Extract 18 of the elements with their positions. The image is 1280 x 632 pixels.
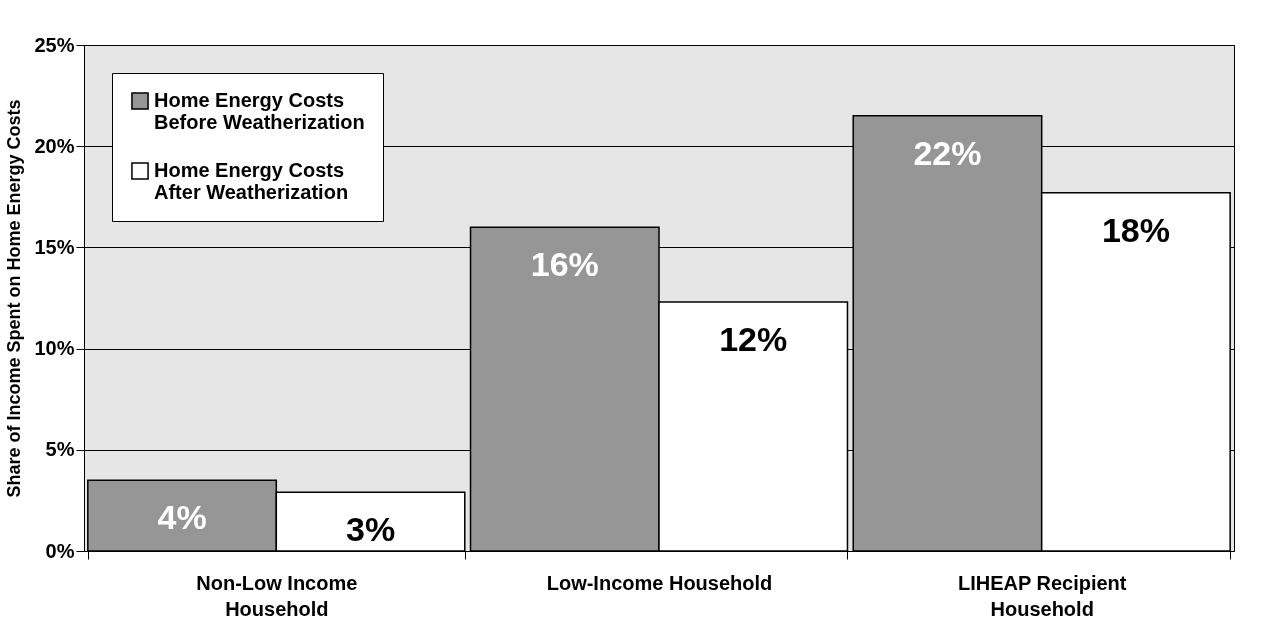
y-tick-label: 5%	[45, 438, 75, 461]
legend-label: Home Energy Costs After Weatherization	[154, 159, 349, 203]
data-label: 4%	[157, 498, 207, 537]
x-tick-label: LIHEAP Recipient Household	[957, 571, 1127, 620]
y-tick-label: 15%	[34, 235, 75, 258]
x-tick-label: Low-Income Household	[546, 571, 773, 594]
data-label: 12%	[719, 320, 788, 359]
data-label: 22%	[913, 133, 982, 172]
data-label: 3%	[345, 510, 396, 549]
y-tick-label: 20%	[34, 134, 75, 157]
legend-label: Home Energy Costs Before Weatherization	[154, 89, 365, 133]
x-tick-label: Non-Low Income Household	[196, 571, 358, 620]
data-label: 16%	[530, 245, 599, 284]
y-axis-title: Share of Income Spent on Home Energy Costs	[4, 99, 25, 498]
y-tick-label: 0%	[45, 539, 75, 562]
y-tick-label: 25%	[34, 33, 75, 56]
data-label: 18%	[1101, 210, 1170, 249]
y-tick-label: 10%	[34, 337, 75, 360]
